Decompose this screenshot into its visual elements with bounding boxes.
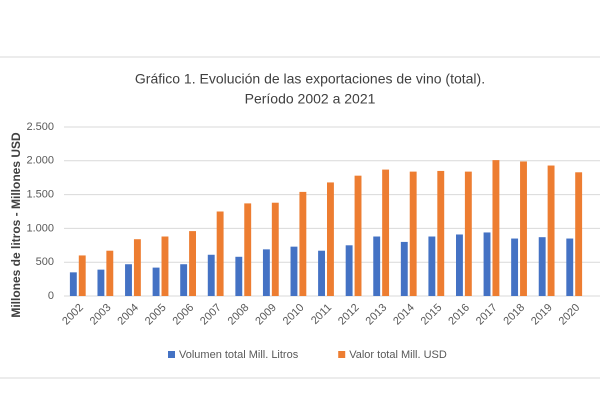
x-tick-label: 2003: [88, 302, 114, 328]
y-tick-label: 0: [48, 290, 54, 302]
bar: [299, 191, 307, 296]
bar: [400, 241, 408, 296]
y-tick-label: 2.500: [26, 121, 54, 133]
bar: [244, 203, 252, 296]
bar: [566, 238, 574, 296]
bar: [464, 171, 472, 296]
bar: [290, 246, 298, 296]
x-tick-label: 2007: [198, 302, 224, 328]
bar: [483, 232, 491, 296]
legend-label: Volumen total Mill. Litros: [179, 349, 299, 361]
bar: [409, 171, 417, 296]
x-tick-label: 2018: [501, 302, 527, 328]
x-tick-label: 2013: [364, 302, 390, 328]
bar: [547, 165, 555, 296]
legend-label: Valor total Mill. USD: [349, 349, 447, 361]
bar: [271, 202, 279, 296]
bar: [382, 169, 390, 296]
bar: [106, 250, 114, 296]
bar: [207, 254, 215, 296]
bar: [520, 161, 527, 296]
y-tick-label: 2.000: [26, 155, 54, 167]
bar: [216, 211, 224, 296]
bar: [189, 231, 196, 296]
y-tick-label: 1.000: [26, 222, 54, 234]
bar: [152, 267, 160, 296]
x-tick-label: 2012: [336, 302, 362, 328]
x-tick-label: 2005: [143, 302, 169, 328]
bar: [78, 255, 86, 296]
x-tick-label: 2011: [309, 302, 334, 327]
bar: [437, 170, 445, 296]
bar: [373, 236, 381, 296]
bar: [180, 264, 188, 296]
y-tick-label: 1.500: [26, 189, 54, 201]
legend-swatch: [338, 351, 346, 358]
y-axis-label: Millones de litros - Millones USD: [9, 132, 23, 318]
x-tick-label: 2019: [529, 302, 555, 328]
bar: [161, 236, 169, 296]
x-tick-label: 2020: [557, 302, 583, 328]
bar: [354, 175, 362, 296]
bar: [318, 250, 325, 296]
bar: [235, 256, 243, 296]
bar: [69, 272, 77, 296]
bar: [133, 239, 141, 296]
bar: [428, 236, 436, 296]
x-tick-label: 2015: [419, 302, 445, 328]
x-tick-label: 2002: [60, 302, 86, 328]
bar: [345, 245, 353, 296]
bar: [125, 264, 132, 296]
chart-title: Gráfico 1. Evolución de las exportacione…: [135, 71, 485, 87]
x-tick-label: 2010: [281, 302, 307, 328]
y-tick-label: 500: [36, 256, 54, 268]
chart-subtitle: Período 2002 a 2021: [245, 91, 376, 107]
bar: [492, 160, 500, 296]
bar: [327, 182, 334, 296]
x-tick-label: 2008: [226, 302, 252, 328]
x-tick-label: 2004: [115, 302, 141, 328]
bar: [511, 238, 519, 296]
bar: [456, 234, 463, 296]
x-tick-label: 2009: [253, 302, 279, 328]
legend-swatch: [168, 351, 175, 358]
bar: [575, 172, 583, 296]
bar: [97, 269, 105, 296]
bar: [538, 237, 546, 296]
x-tick-label: 2014: [391, 302, 417, 328]
bar: [262, 249, 270, 296]
x-tick-label: 2017: [474, 302, 500, 328]
x-tick-label: 2016: [446, 302, 472, 328]
x-tick-label: 2006: [170, 302, 196, 328]
